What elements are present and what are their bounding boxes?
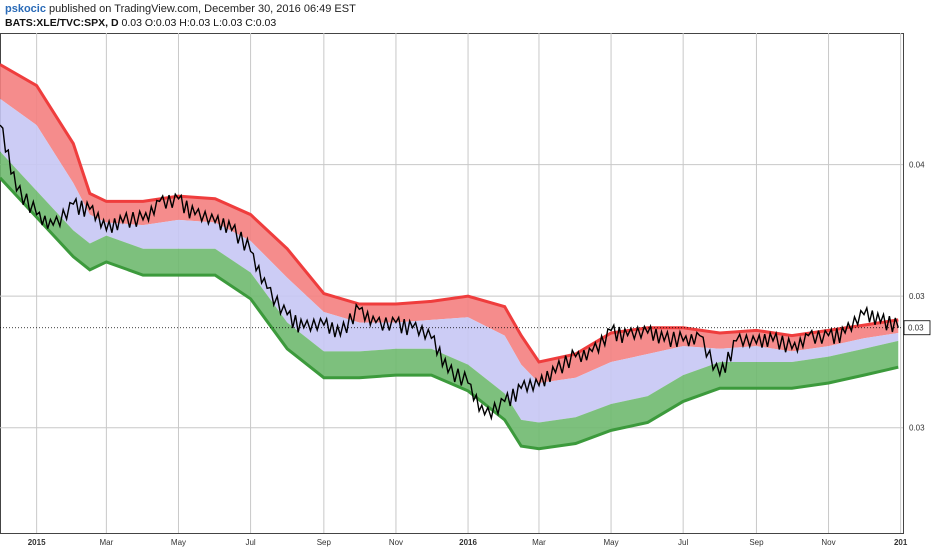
price-line-group	[0, 124, 903, 421]
symbol-info: BATS:XLE/TVC:SPX, D 0.03 O:0.03 H:0.03 L…	[5, 17, 276, 29]
ohlc-values: 0.03 O:0.03 H:0.03 L:0.03 C:0.03	[121, 17, 277, 29]
x-tick-label: May	[171, 538, 186, 547]
last-value-box	[903, 320, 931, 336]
y-tick-label: 0.03	[909, 292, 925, 301]
x-tick-label: Mar	[99, 538, 113, 547]
last-value-label: 0.03	[908, 324, 924, 333]
published-text: published on TradingView.com, December 3…	[49, 3, 356, 15]
price-line	[0, 124, 899, 421]
envelope-bands	[0, 63, 899, 451]
publisher-username[interactable]: pskocic	[5, 3, 46, 15]
x-tick-label: Sep	[749, 538, 764, 547]
x-tick-label: 2016	[459, 538, 477, 547]
upper-band-line	[0, 63, 899, 364]
plot-border	[0, 33, 904, 534]
y-tick-label: 0.04	[909, 161, 925, 170]
symbol-label: BATS:XLE/TVC:SPX, D	[5, 17, 119, 29]
y-tick-label: 0.03	[909, 424, 925, 433]
lower-band-line	[0, 176, 899, 451]
x-tick-label: Mar	[532, 538, 546, 547]
x-tick-label: Nov	[821, 538, 835, 547]
x-tick-label: Sep	[317, 538, 332, 547]
x-tick-label: Jul	[678, 538, 688, 547]
x-tick-label: May	[603, 538, 618, 547]
x-tick-label: Nov	[389, 538, 403, 547]
x-tick-label: 201	[894, 538, 908, 547]
chart-header: pskocic published on TradingView.com, De…	[5, 3, 356, 15]
chart-grid	[0, 33, 904, 534]
x-tick-label: Jul	[245, 538, 255, 547]
chart-axes: 2015 Mar May Jul Sep Nov 2016 Mar May Jul Sep Nov 20…	[28, 161, 931, 547]
x-tick-label: 2015	[28, 538, 46, 547]
